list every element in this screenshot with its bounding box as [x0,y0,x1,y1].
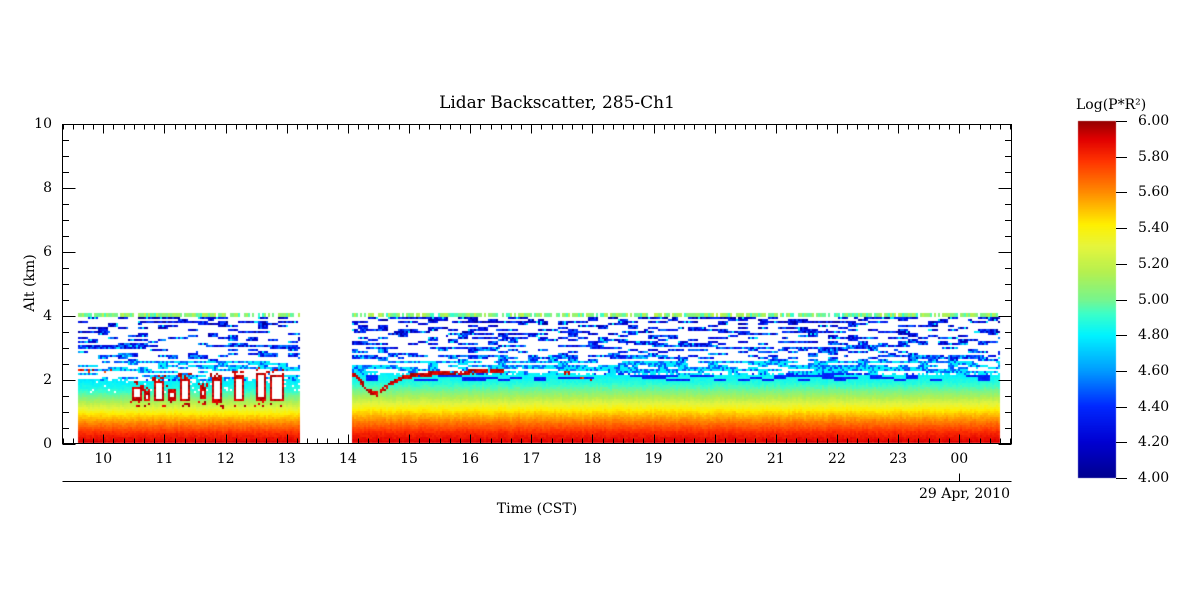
x-tick-label: 22 [828,451,846,467]
colorbar-tick-label: 5.00 [1138,291,1170,308]
chart-title: Lidar Backscatter, 285-Ch1 [439,93,675,113]
x-tick-label: 19 [644,451,663,467]
colorbar-tick-label: 5.40 [1138,220,1170,237]
x-tick-label: 21 [766,451,785,467]
x-tick-label: 11 [155,451,174,467]
axes-frame-path [62,121,1127,482]
y-tick-label: 8 [43,179,52,196]
colorbar-tick-label: 4.20 [1138,434,1170,451]
y-tick-label: 2 [43,371,52,388]
x-tick-label: 16 [461,451,480,467]
y-tick-label: 0 [43,435,52,452]
x-tick-label: 17 [522,451,541,467]
y-tick-label: 6 [43,243,52,260]
colorbar-tick-label: 5.60 [1138,184,1170,201]
x-axis-label: Time (CST) [496,501,578,517]
colorbar-tick-label: 5.80 [1138,148,1170,165]
colorbar-tick-label: 4.60 [1138,362,1170,379]
colorbar-tick-label: 4.40 [1138,398,1170,415]
y-tick-label: 4 [43,307,52,324]
date-label: 29 Apr, 2010 [918,486,1010,502]
x-tick-label: 12 [216,451,235,467]
y-tick-label: 10 [34,116,52,132]
x-tick-label: 15 [400,451,418,467]
x-tick-label: 00 [950,451,969,467]
x-tick-label: 18 [583,451,602,467]
x-tick-label: 23 [889,451,908,467]
x-tick-label: 13 [277,451,296,467]
x-tick-label: 20 [705,451,724,467]
y-axis-label: Alt (km) [22,254,38,312]
colorbar-title: Log(P*R²) [1076,97,1147,113]
colorbar-tick-label: 4.00 [1138,470,1170,486]
colorbar-tick-label: 6.00 [1138,113,1170,129]
x-tick-label: 10 [94,451,113,467]
x-tick-label: 14 [338,451,357,467]
colorbar-tick-label: 5.20 [1138,255,1170,272]
colorbar-tick-label: 4.80 [1138,327,1170,344]
